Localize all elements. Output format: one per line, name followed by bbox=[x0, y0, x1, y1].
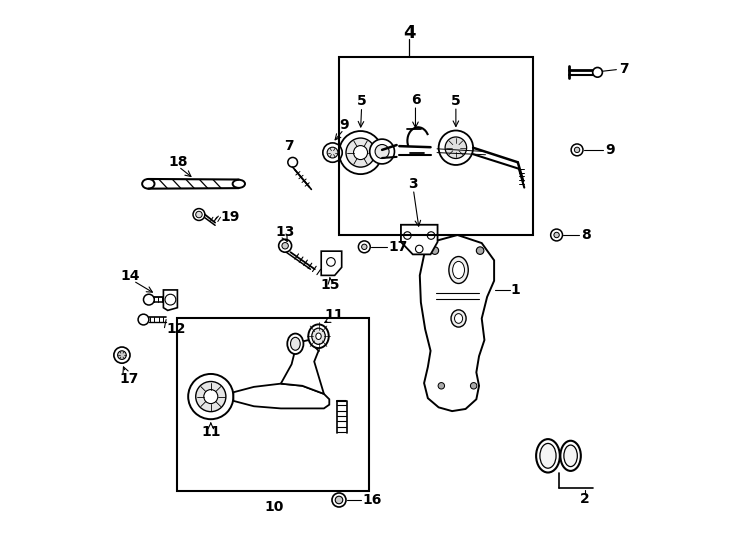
Circle shape bbox=[339, 131, 382, 174]
Ellipse shape bbox=[233, 180, 245, 188]
Circle shape bbox=[117, 351, 126, 360]
Circle shape bbox=[358, 241, 370, 253]
Circle shape bbox=[193, 208, 205, 220]
Text: 17: 17 bbox=[388, 240, 408, 254]
Text: 7: 7 bbox=[619, 62, 629, 76]
Ellipse shape bbox=[540, 443, 556, 468]
Circle shape bbox=[370, 139, 394, 164]
Polygon shape bbox=[164, 290, 178, 310]
Circle shape bbox=[165, 294, 176, 305]
Polygon shape bbox=[420, 235, 494, 411]
Circle shape bbox=[327, 258, 335, 266]
Circle shape bbox=[204, 389, 218, 403]
Circle shape bbox=[354, 146, 368, 160]
Circle shape bbox=[415, 245, 423, 253]
Circle shape bbox=[439, 131, 473, 165]
Circle shape bbox=[288, 158, 297, 167]
Circle shape bbox=[335, 496, 343, 504]
Circle shape bbox=[138, 314, 149, 325]
Ellipse shape bbox=[449, 256, 468, 284]
Ellipse shape bbox=[536, 439, 560, 472]
Ellipse shape bbox=[560, 441, 581, 471]
Circle shape bbox=[196, 211, 202, 218]
Text: 11: 11 bbox=[201, 424, 220, 438]
Text: 13: 13 bbox=[275, 225, 295, 239]
Circle shape bbox=[404, 232, 411, 239]
Ellipse shape bbox=[451, 310, 466, 327]
Ellipse shape bbox=[453, 261, 465, 279]
Circle shape bbox=[592, 68, 603, 77]
Text: 6: 6 bbox=[410, 93, 421, 107]
Text: 11: 11 bbox=[325, 308, 344, 322]
Ellipse shape bbox=[291, 338, 300, 350]
Circle shape bbox=[431, 247, 439, 254]
Text: 12: 12 bbox=[166, 322, 186, 336]
Circle shape bbox=[470, 382, 477, 389]
Text: 8: 8 bbox=[581, 228, 591, 242]
Circle shape bbox=[188, 374, 233, 419]
Bar bbox=[339, 57, 533, 235]
Text: 14: 14 bbox=[120, 269, 139, 284]
Text: 18: 18 bbox=[169, 156, 188, 169]
Text: 15: 15 bbox=[321, 278, 340, 292]
Circle shape bbox=[438, 382, 445, 389]
Text: 9: 9 bbox=[605, 143, 614, 157]
Circle shape bbox=[362, 244, 367, 249]
Polygon shape bbox=[281, 340, 324, 394]
Polygon shape bbox=[321, 251, 342, 275]
Text: 10: 10 bbox=[265, 500, 284, 514]
Bar bbox=[178, 319, 368, 491]
Text: 3: 3 bbox=[409, 177, 418, 191]
Circle shape bbox=[445, 137, 467, 159]
Circle shape bbox=[327, 147, 338, 158]
Circle shape bbox=[332, 493, 346, 507]
Circle shape bbox=[575, 147, 580, 153]
Text: 2: 2 bbox=[581, 492, 590, 506]
Circle shape bbox=[279, 239, 291, 252]
Text: 19: 19 bbox=[220, 210, 240, 224]
Text: 5: 5 bbox=[357, 94, 366, 109]
Text: 16: 16 bbox=[363, 493, 382, 507]
Polygon shape bbox=[233, 383, 330, 408]
Text: 7: 7 bbox=[284, 139, 294, 153]
Circle shape bbox=[427, 232, 435, 239]
Text: 9: 9 bbox=[339, 118, 349, 132]
Text: 5: 5 bbox=[451, 94, 461, 109]
Ellipse shape bbox=[316, 333, 321, 340]
Ellipse shape bbox=[142, 179, 155, 188]
Circle shape bbox=[323, 143, 342, 163]
Circle shape bbox=[554, 232, 559, 238]
Circle shape bbox=[282, 242, 288, 249]
Text: 17: 17 bbox=[119, 372, 139, 386]
Text: 1: 1 bbox=[511, 284, 520, 298]
Circle shape bbox=[476, 247, 484, 254]
Circle shape bbox=[375, 145, 389, 159]
Ellipse shape bbox=[308, 325, 329, 348]
Circle shape bbox=[346, 138, 375, 167]
Ellipse shape bbox=[312, 328, 325, 345]
Text: 4: 4 bbox=[403, 24, 415, 42]
Circle shape bbox=[143, 294, 154, 305]
Circle shape bbox=[114, 347, 130, 363]
Circle shape bbox=[196, 381, 226, 411]
Circle shape bbox=[571, 144, 583, 156]
Ellipse shape bbox=[287, 334, 303, 354]
Ellipse shape bbox=[564, 445, 578, 467]
Circle shape bbox=[550, 229, 562, 241]
Ellipse shape bbox=[454, 314, 462, 323]
Polygon shape bbox=[401, 225, 437, 254]
